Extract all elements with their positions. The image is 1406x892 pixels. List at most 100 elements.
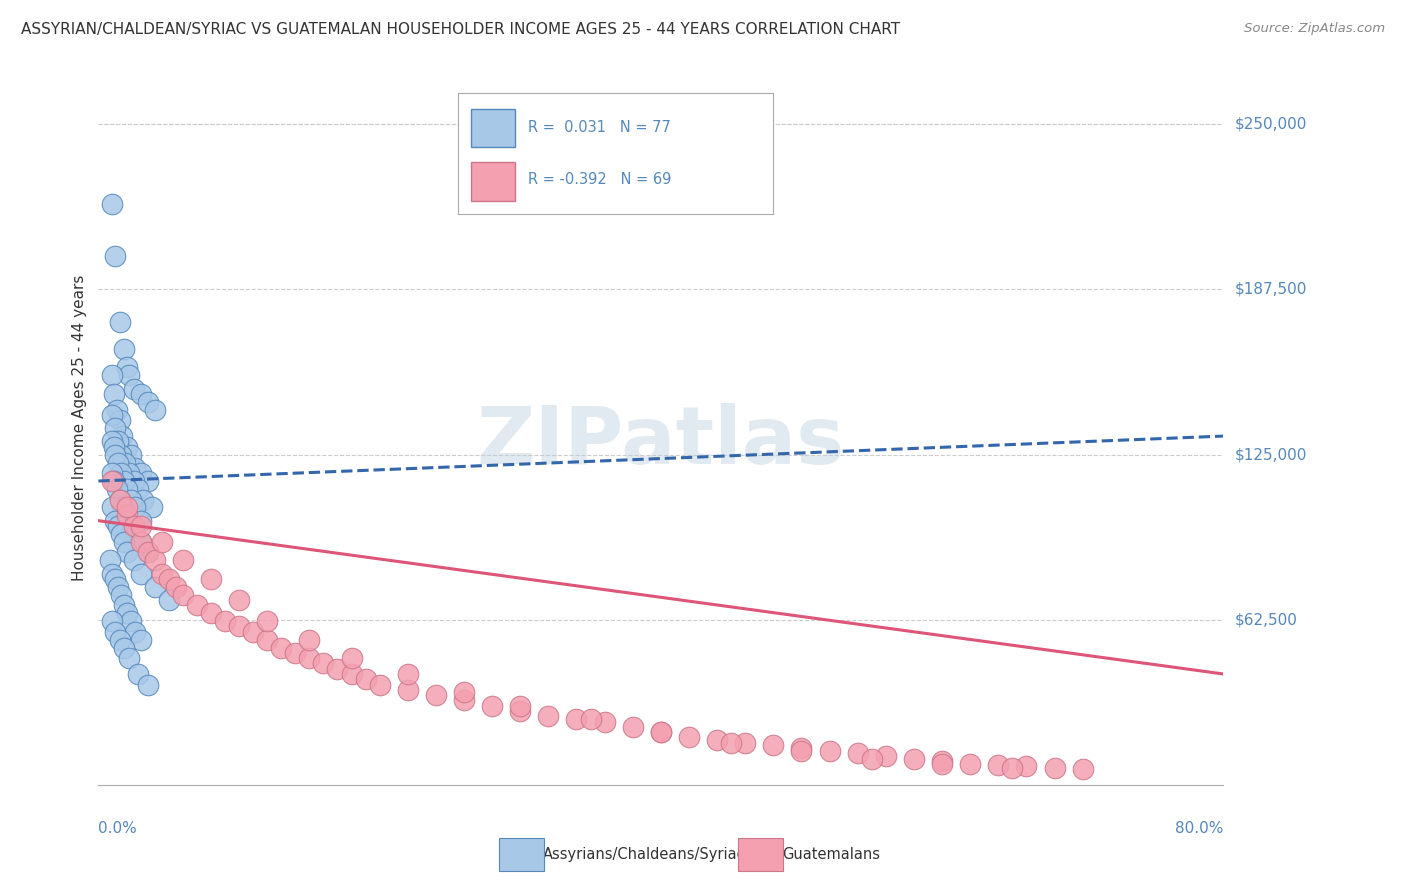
Point — [103, 386, 125, 401]
Text: $62,500: $62,500 — [1234, 612, 1298, 627]
Text: ASSYRIAN/CHALDEAN/SYRIAC VS GUATEMALAN HOUSEHOLDER INCOME AGES 25 - 44 YEARS COR: ASSYRIAN/CHALDEAN/SYRIAC VS GUATEMALAN H… — [21, 22, 900, 37]
Point — [101, 466, 124, 480]
Point — [124, 500, 146, 515]
Point — [110, 466, 132, 480]
Point — [453, 693, 475, 707]
Point — [120, 492, 142, 507]
Point — [115, 508, 138, 523]
Point — [115, 606, 138, 620]
Point — [790, 743, 813, 757]
Point — [107, 580, 129, 594]
Point — [129, 519, 152, 533]
Point — [593, 714, 616, 729]
Point — [122, 527, 145, 541]
Point — [108, 632, 131, 647]
Point — [340, 667, 363, 681]
Point — [129, 534, 152, 549]
Point — [104, 514, 127, 528]
Point — [110, 527, 132, 541]
Point — [101, 196, 124, 211]
Point — [122, 382, 145, 396]
Point — [105, 482, 128, 496]
Point — [120, 614, 142, 628]
Point — [1001, 761, 1024, 775]
Point — [136, 677, 159, 691]
Point — [115, 482, 138, 496]
Point — [1015, 759, 1038, 773]
Point — [108, 413, 131, 427]
Point — [120, 448, 142, 462]
Point — [143, 580, 166, 594]
Point — [129, 566, 152, 581]
Point — [122, 519, 145, 533]
Point — [115, 440, 138, 454]
Point — [256, 632, 278, 647]
Point — [537, 709, 560, 723]
Point — [650, 725, 672, 739]
Point — [931, 754, 953, 768]
Point — [107, 456, 129, 470]
Point — [186, 599, 208, 613]
Point — [228, 619, 250, 633]
Point — [101, 566, 124, 581]
Point — [354, 672, 377, 686]
Text: Source: ZipAtlas.com: Source: ZipAtlas.com — [1244, 22, 1385, 36]
Point — [127, 482, 149, 496]
Point — [214, 614, 236, 628]
Point — [242, 624, 264, 639]
Point — [101, 368, 124, 383]
Point — [118, 519, 141, 533]
Text: Guatemalans: Guatemalans — [782, 847, 880, 862]
Point — [903, 751, 925, 765]
Point — [228, 593, 250, 607]
Point — [118, 368, 141, 383]
Point — [165, 580, 187, 594]
Point — [875, 748, 897, 763]
Point — [129, 514, 152, 528]
Point — [103, 474, 125, 488]
Point — [107, 519, 129, 533]
Point — [141, 500, 163, 515]
Point — [481, 698, 503, 713]
Point — [112, 342, 135, 356]
Point — [860, 751, 883, 765]
Point — [112, 599, 135, 613]
Point — [110, 588, 132, 602]
Point — [1043, 761, 1066, 775]
Point — [172, 553, 194, 567]
Point — [124, 460, 146, 475]
Point — [118, 651, 141, 665]
Point — [172, 588, 194, 602]
Point — [340, 651, 363, 665]
Point — [157, 572, 180, 586]
Point — [425, 688, 447, 702]
Text: $250,000: $250,000 — [1234, 117, 1306, 132]
Point — [108, 492, 131, 507]
Point — [256, 614, 278, 628]
Point — [284, 646, 307, 660]
Point — [579, 712, 602, 726]
Point — [157, 593, 180, 607]
Point — [931, 756, 953, 771]
Point — [326, 662, 349, 676]
Point — [509, 698, 531, 713]
Text: $187,500: $187,500 — [1234, 282, 1306, 297]
Point — [111, 500, 134, 515]
Point — [453, 685, 475, 699]
Point — [112, 640, 135, 655]
Point — [150, 534, 173, 549]
Point — [103, 440, 125, 454]
Point — [818, 743, 841, 757]
Point — [136, 545, 159, 559]
Point — [115, 360, 138, 375]
Y-axis label: Householder Income Ages 25 - 44 years: Householder Income Ages 25 - 44 years — [72, 275, 87, 582]
Point — [114, 456, 136, 470]
Point — [111, 429, 134, 443]
Point — [108, 492, 131, 507]
Point — [104, 448, 127, 462]
Point — [101, 500, 124, 515]
Point — [129, 534, 152, 549]
Point — [115, 500, 138, 515]
Point — [136, 474, 159, 488]
Text: ZIPatlas: ZIPatlas — [477, 403, 845, 482]
